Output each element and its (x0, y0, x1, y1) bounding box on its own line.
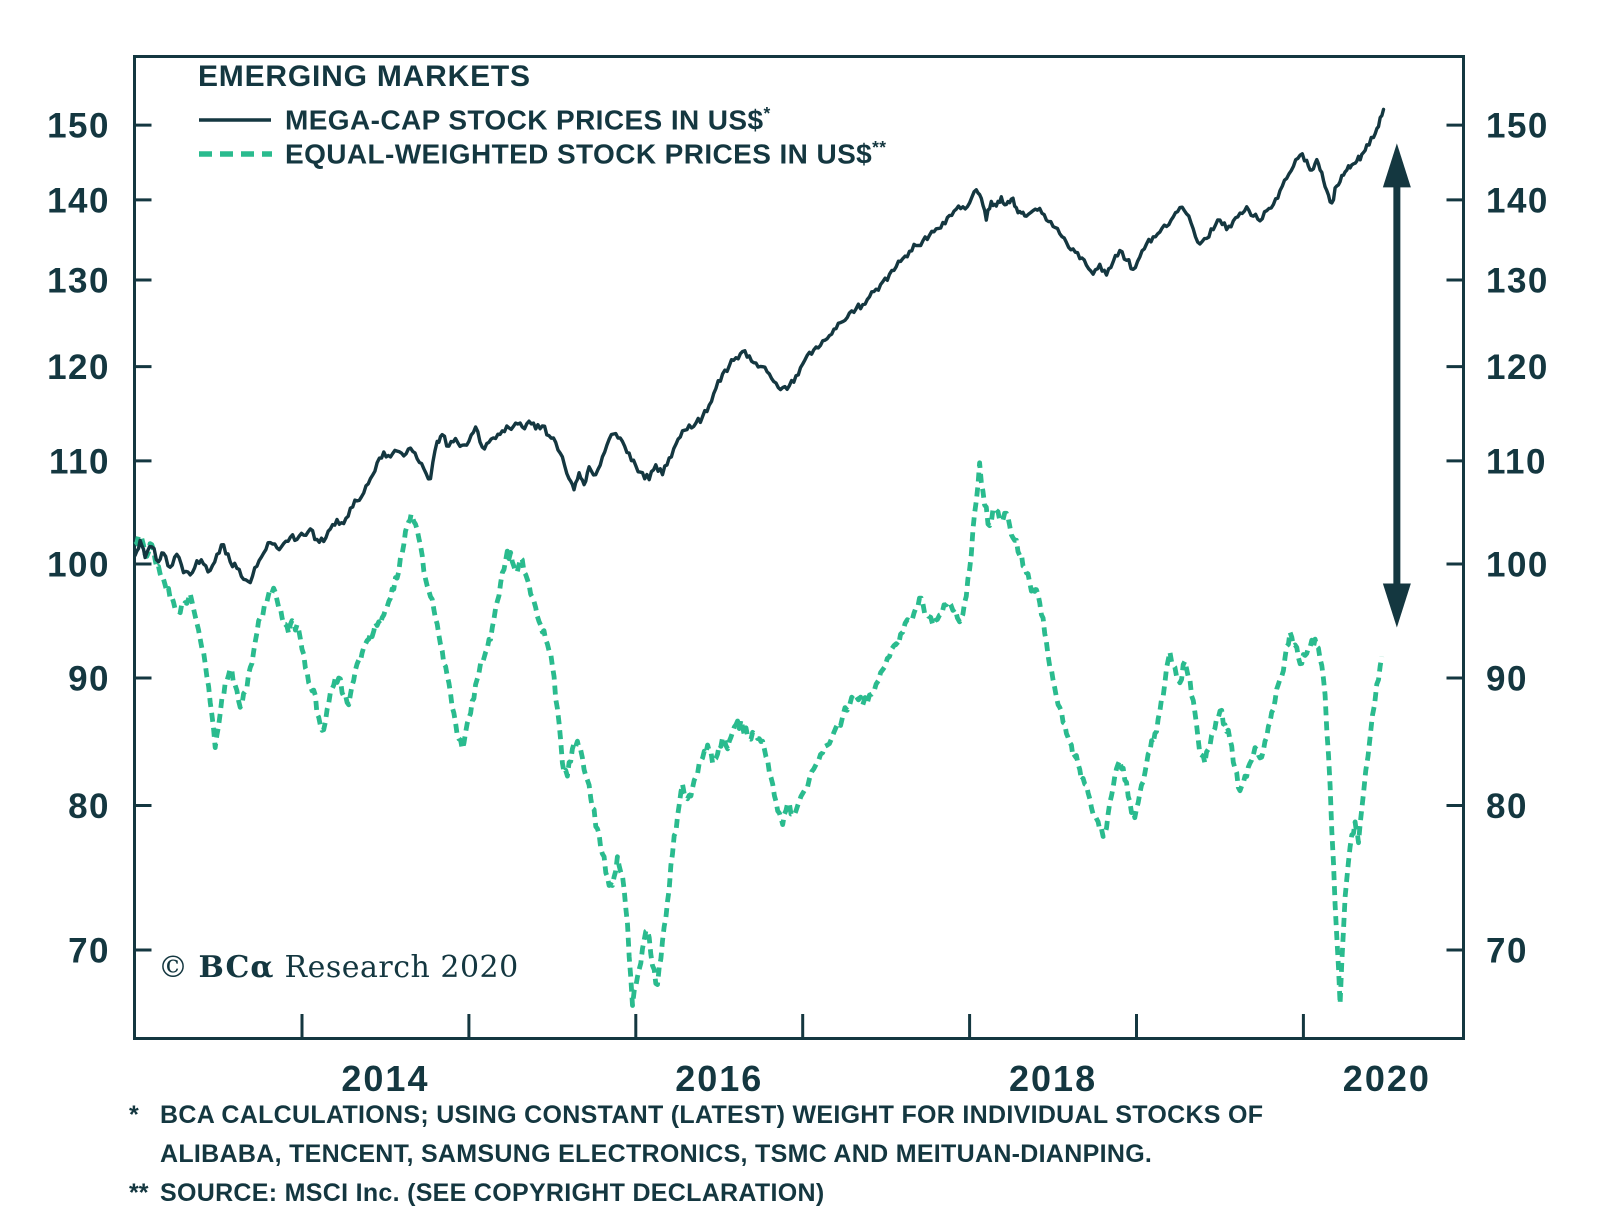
y-label-right-140: 140 (1486, 181, 1549, 220)
y-label-right-70: 70 (1486, 932, 1528, 971)
legend-marker-equal-weighted: ** (872, 137, 887, 158)
legend-label-equal-weighted: EQUAL-WEIGHTED STOCK PRICES IN US$** (285, 137, 886, 170)
plot-border (133, 55, 1465, 1040)
y-label-right-150: 150 (1486, 107, 1549, 146)
footnotes: * BCA CALCULATIONS; USING CONSTANT (LATE… (129, 1096, 1469, 1213)
footnote-text-source: SOURCE: MSCI Inc. (SEE COPYRIGHT DECLARA… (160, 1174, 824, 1213)
legend-swatch-dashed-line (199, 151, 272, 157)
copyright-text: Research 2020 (284, 950, 519, 985)
y-label-left-150: 150 (47, 107, 110, 146)
y-label-left-100: 100 (47, 546, 110, 585)
y-label-right-120: 120 (1486, 348, 1549, 387)
y-label-right-80: 80 (1486, 787, 1528, 826)
y-label-right-90: 90 (1486, 660, 1528, 699)
y-label-right-130: 130 (1486, 262, 1549, 301)
series-equal-weighted-line (133, 460, 1385, 1008)
brand-logo-text: BCα (198, 950, 275, 985)
chart-title: EMERGING MARKETS (198, 60, 531, 93)
legend-label-mega-cap-text: MEGA-CAP STOCK PRICES IN US$ (285, 104, 764, 136)
chart-legend: EMERGING MARKETS MEGA-CAP STOCK PRICES I… (198, 60, 886, 171)
legend-row-mega-cap: MEGA-CAP STOCK PRICES IN US$* (198, 103, 886, 137)
y-label-left-90: 90 (68, 660, 110, 699)
y-label-left-120: 120 (47, 348, 110, 387)
legend-label-mega-cap: MEGA-CAP STOCK PRICES IN US$* (285, 103, 771, 136)
x-label-2020: 2020 (1343, 1058, 1431, 1099)
footnote-line-1: BCA CALCULATIONS; USING CONSTANT (LATEST… (160, 1101, 1264, 1129)
footnote-line-2: ALIBABA, TENCENT, SAMSUNG ELECTRONICS, T… (160, 1140, 1153, 1168)
arrow-head-down (1382, 583, 1411, 628)
footnote-bca-calculations: * BCA CALCULATIONS; USING CONSTANT (LATE… (129, 1096, 1469, 1174)
copyright-symbol: © (158, 950, 189, 985)
x-label-2014: 2014 (341, 1058, 429, 1099)
y-label-right-100: 100 (1486, 546, 1549, 585)
arrow-head-up (1382, 143, 1411, 188)
y-label-left-130: 130 (47, 262, 110, 301)
series-mega-cap-line (133, 107, 1386, 585)
copyright-note: © BCα Research 2020 (158, 950, 519, 985)
legend-row-equal-weighted: EQUAL-WEIGHTED STOCK PRICES IN US$** (198, 137, 886, 171)
legend-label-equal-weighted-text: EQUAL-WEIGHTED STOCK PRICES IN US$ (285, 138, 873, 170)
gap-arrow (1382, 143, 1411, 628)
y-label-left-80: 80 (68, 787, 110, 826)
footnote-marker-single-asterisk: * (129, 1101, 139, 1129)
y-label-right-110: 110 (1486, 442, 1547, 481)
legend-swatch-solid-line (199, 118, 271, 122)
footnote-line-3: SOURCE: MSCI Inc. (SEE COPYRIGHT DECLARA… (160, 1179, 825, 1207)
y-label-left-110: 110 (49, 442, 110, 481)
x-label-2018: 2018 (1009, 1058, 1097, 1099)
x-label-2016: 2016 (675, 1058, 763, 1099)
footnote-text-bca: BCA CALCULATIONS; USING CONSTANT (LATEST… (160, 1096, 1263, 1174)
footnote-source-msci: ** SOURCE: MSCI Inc. (SEE COPYRIGHT DECL… (129, 1174, 1469, 1213)
footnote-marker-double-asterisk: ** (129, 1179, 149, 1207)
legend-marker-mega-cap: * (763, 103, 771, 124)
y-label-left-70: 70 (68, 932, 110, 971)
y-label-left-140: 140 (47, 181, 110, 220)
